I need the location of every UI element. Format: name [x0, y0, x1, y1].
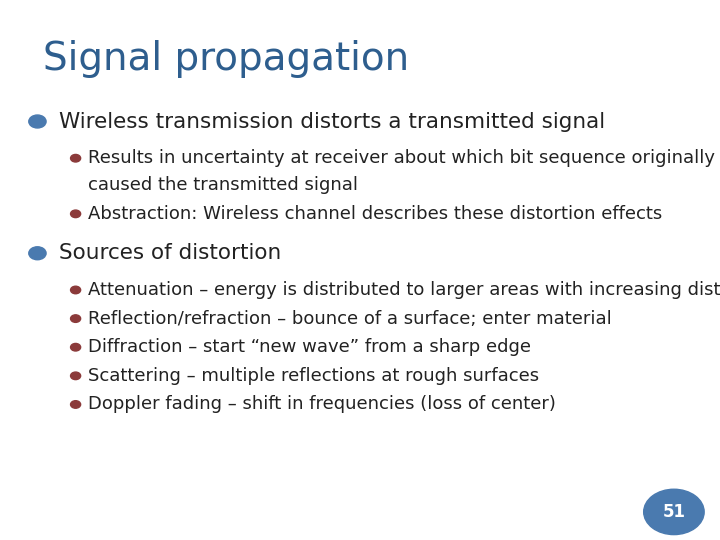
Text: Results in uncertainty at receiver about which bit sequence originally: Results in uncertainty at receiver about…: [88, 149, 715, 167]
Circle shape: [71, 315, 81, 322]
Text: Sources of distortion: Sources of distortion: [59, 243, 282, 264]
Text: Attenuation – energy is distributed to larger areas with increasing distance: Attenuation – energy is distributed to l…: [88, 281, 720, 299]
Circle shape: [71, 372, 81, 380]
Text: Reflection/refraction – bounce of a surface; enter material: Reflection/refraction – bounce of a surf…: [88, 309, 611, 328]
Circle shape: [71, 401, 81, 408]
Text: caused the transmitted signal: caused the transmitted signal: [88, 176, 358, 194]
Circle shape: [71, 154, 81, 162]
Text: 51: 51: [662, 503, 685, 521]
Text: Diffraction – start “new wave” from a sharp edge: Diffraction – start “new wave” from a sh…: [88, 338, 531, 356]
Circle shape: [71, 343, 81, 351]
Circle shape: [71, 286, 81, 294]
Text: Signal propagation: Signal propagation: [43, 40, 410, 78]
Text: Wireless transmission distorts a transmitted signal: Wireless transmission distorts a transmi…: [59, 111, 606, 132]
Text: Scattering – multiple reflections at rough surfaces: Scattering – multiple reflections at rou…: [88, 367, 539, 385]
Circle shape: [71, 210, 81, 218]
Text: Doppler fading – shift in frequencies (loss of center): Doppler fading – shift in frequencies (l…: [88, 395, 556, 414]
Circle shape: [29, 247, 46, 260]
Circle shape: [644, 489, 704, 535]
Text: Abstraction: Wireless channel describes these distortion effects: Abstraction: Wireless channel describes …: [88, 205, 662, 223]
Circle shape: [29, 115, 46, 128]
